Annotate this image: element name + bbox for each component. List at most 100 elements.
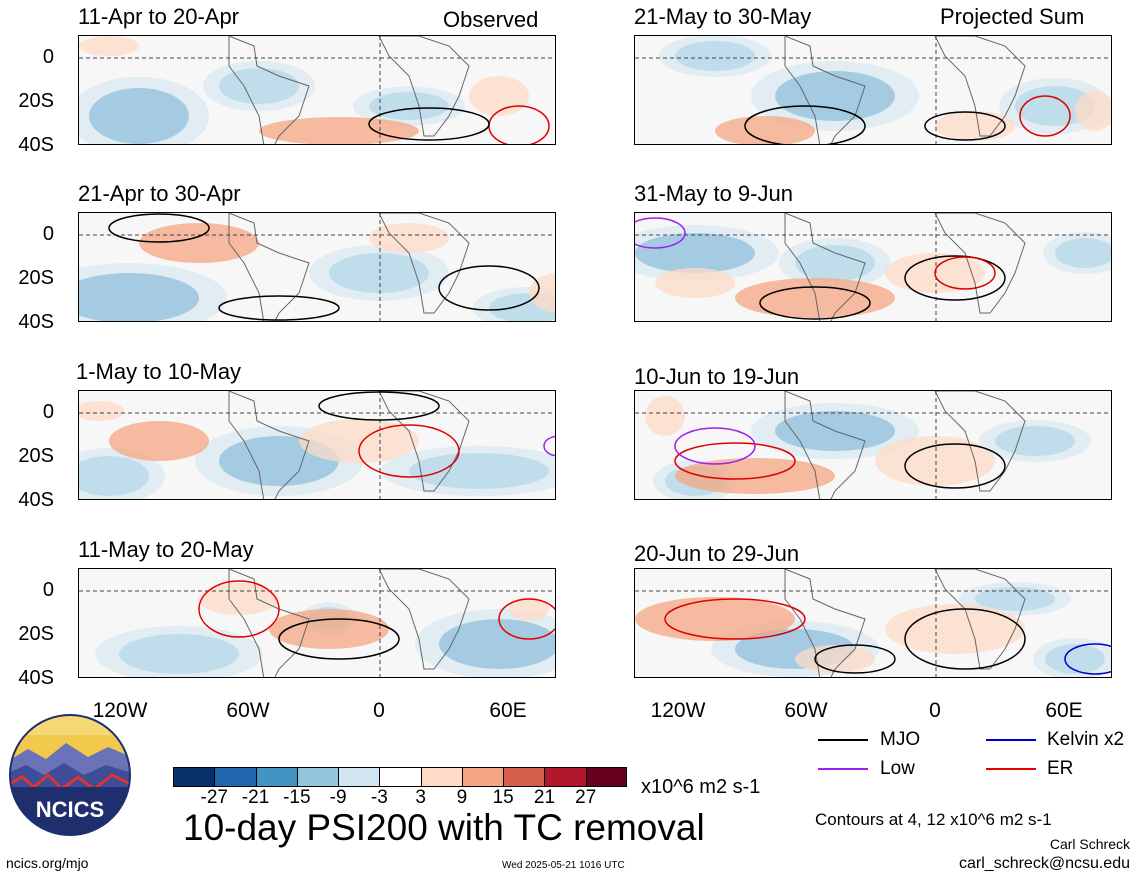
anomaly-shading — [979, 420, 1091, 462]
landmass-outline — [378, 569, 470, 670]
contour-line — [664, 598, 806, 640]
landmass-outline — [378, 36, 470, 137]
y-tick-label: 0 — [42, 223, 54, 245]
colorbar — [173, 767, 627, 787]
contour-line — [1019, 95, 1071, 137]
colorbar-box — [214, 767, 256, 787]
legend-kelvin-line — [986, 739, 1036, 741]
panel-title-right-1: 21-May to 30-May — [634, 4, 812, 29]
contour-line — [108, 213, 210, 243]
anomaly-shading — [635, 597, 795, 641]
x-tick-right-60e: 60E — [1045, 699, 1083, 722]
colorbar-box — [585, 767, 627, 787]
logo-text: NCICS — [36, 797, 104, 822]
map-panel-right-4 — [634, 568, 1112, 678]
y-tick-label: 20S — [18, 445, 54, 467]
y-tick-label: 0 — [42, 46, 54, 68]
anomaly-shading — [109, 421, 209, 461]
contour-line — [674, 442, 796, 480]
anomaly-shading — [735, 278, 895, 318]
map-panel-right-3 — [634, 390, 1112, 500]
map-canvas — [635, 391, 1111, 499]
contour-line — [358, 424, 460, 478]
map-panel-right-1 — [634, 35, 1112, 145]
colorbar-box — [173, 767, 215, 787]
colorbar-box — [461, 767, 504, 787]
landmass-outline — [228, 213, 310, 321]
anomaly-shading — [885, 604, 1025, 654]
y-tick-label: 20S — [18, 267, 54, 289]
site-url: ncics.org/mjo — [6, 855, 89, 871]
units-label: x10^6 m2 s-1 — [641, 776, 761, 798]
anomaly-shading — [79, 448, 165, 499]
contour-line — [744, 105, 866, 144]
anomaly-shading — [935, 111, 1015, 141]
timestamp: Wed 2025-05-21 1016 UTC — [502, 860, 625, 871]
contour-line — [904, 443, 1006, 489]
legend-kelvin-label: Kelvin x2 — [1047, 729, 1125, 750]
y-tick-label: 40S — [18, 134, 54, 156]
contour-line — [904, 608, 1026, 670]
colorbar-label: -9 — [329, 787, 347, 808]
colorbar-label: -21 — [241, 787, 270, 808]
panel-title-right-2: 31-May to 9-Jun — [634, 181, 793, 206]
colorbar-box — [338, 767, 380, 787]
x-tick-right-120w: 120W — [650, 699, 706, 722]
map-canvas — [79, 36, 555, 144]
colorbar-box — [420, 767, 462, 787]
anomaly-shading — [645, 396, 685, 436]
anomaly-shading — [675, 458, 835, 494]
anomaly-shading — [875, 436, 995, 486]
author-name: Carl Schreck — [1049, 836, 1130, 852]
anomaly-shading — [299, 419, 419, 463]
landmass-outline — [934, 391, 1026, 492]
colorbar-box — [379, 767, 421, 787]
anomaly-shading — [779, 237, 891, 289]
anomaly-shading — [269, 609, 389, 649]
anomaly-shading — [95, 626, 263, 677]
colorbar-label: 9 — [456, 787, 468, 808]
landmass-outline — [784, 569, 866, 677]
y-tick-label: 20S — [18, 90, 54, 112]
colorbar-label: 3 — [415, 787, 426, 808]
legend-er-line — [986, 768, 1036, 770]
map-panel-right-2 — [634, 212, 1112, 322]
map-panel-left-4 — [78, 568, 556, 678]
anomaly-shading — [659, 36, 771, 77]
contour-line — [759, 286, 871, 320]
column-label-observed: Observed — [443, 7, 539, 32]
map-panel-left-3 — [78, 390, 556, 500]
figure-title: 10-day PSI200 with TC removal — [183, 807, 705, 848]
anomaly-shading — [1033, 638, 1111, 677]
y-tick-label: 0 — [42, 401, 54, 423]
anomaly-shading — [139, 223, 259, 263]
landmass-outline — [784, 213, 866, 321]
colorbar-box — [503, 767, 545, 787]
contour-line — [278, 618, 400, 660]
x-tick-left-0: 0 — [373, 699, 385, 722]
anomaly-shading — [415, 609, 555, 677]
legend-low-label: Low — [880, 758, 915, 779]
anomaly-shading — [199, 583, 279, 615]
anomaly-shading — [79, 76, 209, 144]
panel-title-left-1: 11-Apr to 20-Apr — [78, 4, 240, 29]
x-tick-right-60w: 60W — [784, 699, 828, 722]
contour-line — [934, 256, 996, 290]
contour-line — [543, 435, 555, 457]
map-canvas — [635, 569, 1111, 677]
anomaly-shading — [203, 60, 315, 112]
legend-low-line — [818, 768, 868, 770]
contour-line — [368, 107, 490, 141]
author-email: carl_schreck@ncsu.edu — [959, 855, 1130, 872]
panel-title-left-4: 11-May to 20-May — [78, 537, 254, 562]
landmass-outline — [784, 36, 866, 144]
y-tick-label: 0 — [42, 579, 54, 601]
contour-line — [1064, 643, 1111, 675]
contour-line — [674, 427, 756, 465]
anomaly-shading — [635, 225, 779, 281]
landmass-outline — [228, 569, 310, 677]
x-tick-left-120w: 120W — [92, 699, 148, 722]
anomaly-shading — [381, 445, 555, 497]
contour-line — [488, 105, 550, 144]
landmass-outline — [934, 213, 1026, 314]
